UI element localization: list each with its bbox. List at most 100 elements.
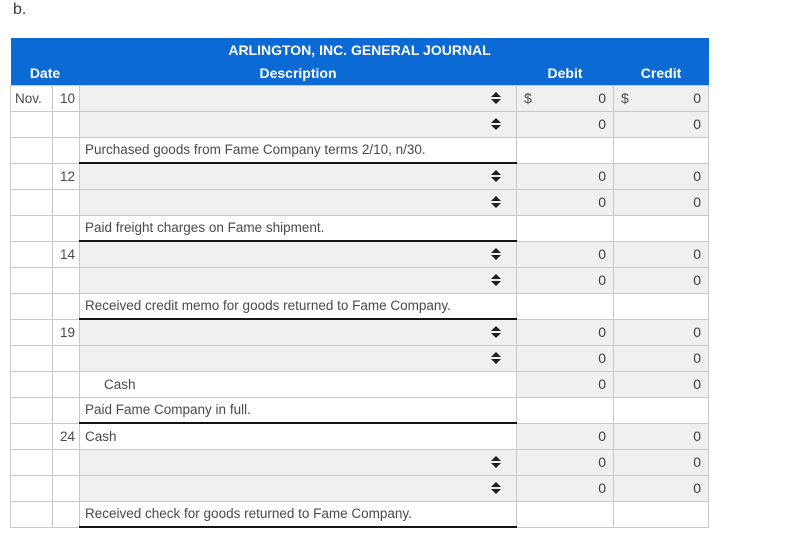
- journal-row: Received credit memo for goods returned …: [10, 292, 710, 320]
- credit-value: 0: [693, 428, 702, 444]
- credit-amount-cell[interactable]: 0: [612, 240, 710, 268]
- credit-amount-inner: 0: [615, 476, 708, 500]
- date-day-cell: [52, 292, 80, 320]
- debit-amount-cell[interactable]: $0: [516, 84, 614, 112]
- spinner-up-arrow: [491, 326, 501, 332]
- credit-amount-inner: 0: [615, 190, 708, 214]
- credit-value: 0: [693, 350, 702, 366]
- debit-amount-cell[interactable]: 0: [516, 474, 614, 502]
- account-name-cell: Cash: [79, 422, 517, 450]
- account-select[interactable]: [79, 474, 517, 502]
- credit-amount-inner: 0: [615, 268, 708, 292]
- account-select[interactable]: [79, 448, 517, 476]
- credit-amount-cell: [612, 136, 710, 164]
- credit-amount-cell[interactable]: 0: [612, 162, 710, 190]
- debit-amount-cell[interactable]: 0: [516, 344, 614, 372]
- date-day-cell: [52, 266, 80, 294]
- debit-amount-cell: [516, 136, 614, 164]
- account-select[interactable]: [79, 344, 517, 372]
- debit-amount-cell[interactable]: 0: [516, 240, 614, 268]
- journal-row: 24 Cash 0 0: [10, 422, 710, 450]
- spinner-down-arrow: [491, 203, 501, 208]
- debit-amount-inner: 0: [518, 320, 613, 344]
- date-day-cell: [52, 396, 80, 424]
- spinner-up-arrow: [491, 196, 501, 201]
- date-day-cell: [52, 448, 80, 476]
- account-select[interactable]: [79, 110, 517, 138]
- account-select[interactable]: [79, 240, 517, 268]
- date-month-cell: [10, 344, 53, 372]
- date-day-cell: [52, 136, 80, 164]
- debit-amount-cell[interactable]: 0: [516, 110, 614, 138]
- journal-body: Nov. 10 $0 $0 0 0 Purchased goods from Fame Co…: [10, 84, 710, 528]
- credit-value: 0: [693, 272, 702, 288]
- date-month-cell: [10, 214, 53, 242]
- credit-amount-cell[interactable]: 0: [612, 370, 710, 398]
- date-month-cell: [10, 240, 53, 268]
- debit-amount-cell[interactable]: 0: [516, 448, 614, 476]
- credit-amount-cell[interactable]: 0: [612, 266, 710, 294]
- up-down-spinner-icon: [491, 92, 501, 104]
- explanation-cell: Paid Fame Company in full.: [79, 396, 517, 424]
- part-label: b.: [13, 1, 27, 18]
- spinner-down-arrow: [491, 255, 501, 261]
- debit-value: 0: [598, 272, 606, 288]
- credit-amount-cell[interactable]: 0: [612, 318, 710, 346]
- credit-amount-cell[interactable]: 0: [612, 188, 710, 216]
- journal-title-row: ARLINGTON, INC. GENERAL JOURNAL: [10, 38, 709, 62]
- credit-amount-cell[interactable]: $0: [612, 84, 710, 112]
- account-select-inner: [85, 346, 501, 370]
- debit-amount-cell: [516, 214, 614, 242]
- account-select[interactable]: [79, 84, 517, 112]
- spinner-up-arrow: [491, 170, 501, 176]
- date-day-cell: [52, 370, 80, 398]
- spinner-down-arrow: [491, 333, 501, 339]
- credit-value: 0: [693, 194, 702, 210]
- debit-amount-cell[interactable]: 0: [516, 188, 614, 216]
- debit-amount-cell[interactable]: 0: [516, 318, 614, 346]
- date-month-cell: Nov.: [10, 84, 53, 112]
- credit-amount-cell[interactable]: 0: [612, 474, 710, 502]
- date-day-cell: [52, 214, 80, 242]
- column-header-date: Date: [10, 62, 80, 85]
- debit-value: 0: [598, 116, 606, 132]
- spinner-up-arrow: [491, 456, 501, 461]
- account-select[interactable]: [79, 266, 517, 294]
- credit-amount-cell[interactable]: 0: [612, 344, 710, 372]
- spinner-down-arrow: [491, 463, 501, 468]
- credit-amount-cell[interactable]: 0: [612, 422, 710, 450]
- credit-amount-cell: [612, 396, 710, 424]
- debit-value: 0: [598, 324, 606, 340]
- column-header-credit: Credit: [613, 62, 709, 85]
- debit-amount-cell[interactable]: 0: [516, 266, 614, 294]
- debit-amount-inner: 0: [518, 450, 613, 474]
- credit-amount-inner: $0: [615, 86, 708, 110]
- debit-value: 0: [598, 90, 606, 106]
- credit-amount-inner: 0: [615, 372, 708, 396]
- credit-amount-cell: [612, 292, 710, 320]
- debit-amount-cell[interactable]: 0: [516, 162, 614, 190]
- credit-value: 0: [693, 376, 702, 392]
- journal-row: Paid freight charges on Fame shipment.: [10, 214, 710, 242]
- debit-amount-cell[interactable]: 0: [516, 422, 614, 450]
- date-month-cell: [10, 396, 53, 424]
- account-select[interactable]: [79, 188, 517, 216]
- explanation-cell: Paid freight charges on Fame shipment.: [79, 214, 517, 242]
- credit-value: 0: [693, 90, 702, 106]
- credit-value: 0: [693, 480, 702, 496]
- account-select-inner: [85, 164, 501, 188]
- debit-amount-cell[interactable]: 0: [516, 370, 614, 398]
- credit-amount-inner: 0: [615, 346, 708, 370]
- date-day-cell: [52, 474, 80, 502]
- date-month-cell: [10, 500, 53, 528]
- account-select[interactable]: [79, 162, 517, 190]
- journal-row: Cash 0 0: [10, 370, 710, 398]
- credit-amount-cell[interactable]: 0: [612, 110, 710, 138]
- journal-column-headers: Date Description Debit Credit: [10, 62, 709, 85]
- debit-amount-cell: [516, 500, 614, 528]
- account-select[interactable]: [79, 318, 517, 346]
- credit-amount-cell[interactable]: 0: [612, 448, 710, 476]
- date-day-cell: 10: [52, 84, 80, 112]
- currency-symbol: $: [621, 90, 629, 106]
